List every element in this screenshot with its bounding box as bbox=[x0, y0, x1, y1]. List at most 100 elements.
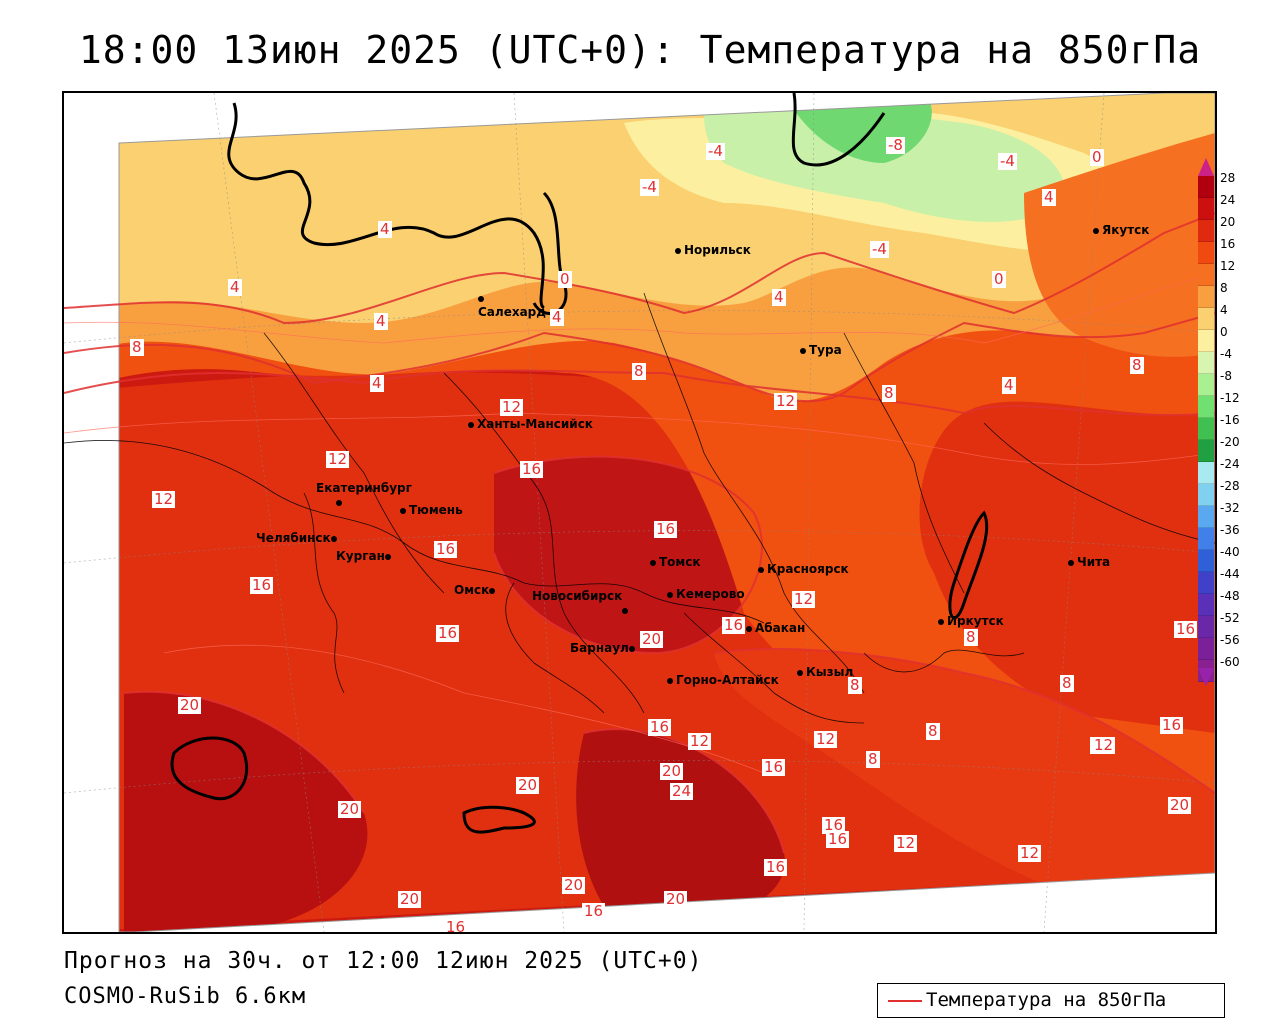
colorbar-segment bbox=[1198, 440, 1214, 462]
city-marker-icon bbox=[797, 669, 803, 676]
city-kyzyl: Кызыл bbox=[797, 665, 853, 679]
city-tomsk: Томск bbox=[650, 555, 701, 569]
colorbar-tick-label: 28 bbox=[1220, 171, 1236, 185]
colorbar-tick-label: -20 bbox=[1220, 435, 1240, 449]
city-label: Барнаул bbox=[570, 641, 629, 655]
city-ekaterinburg: Екатеринбург bbox=[316, 481, 412, 509]
city-label: Омск bbox=[454, 583, 490, 597]
colorbar-segment bbox=[1198, 374, 1214, 396]
contour-label: 8 bbox=[964, 628, 978, 646]
contour-label: 12 bbox=[1018, 844, 1042, 862]
contour-label: 20 bbox=[178, 696, 202, 714]
colorbar-segment bbox=[1198, 616, 1214, 638]
contour-label: 20 bbox=[516, 776, 540, 794]
city-norilsk: Норильск bbox=[675, 243, 751, 257]
contour-label: 8 bbox=[130, 338, 144, 356]
city-label: Кызыл bbox=[806, 665, 854, 679]
contour-label: 16 bbox=[826, 830, 850, 848]
legend: Температура на 850гПа bbox=[877, 983, 1225, 1018]
colorbar-tick-label: -28 bbox=[1220, 479, 1240, 493]
city-marker-icon bbox=[468, 421, 474, 428]
colorbar-tick-label: -12 bbox=[1220, 391, 1240, 405]
contour-label: 12 bbox=[774, 392, 798, 410]
city-marker-icon bbox=[938, 618, 944, 625]
contour-label: 4 bbox=[370, 374, 384, 392]
colorbar-tick-label: -56 bbox=[1220, 633, 1240, 647]
city-label: Челябинск bbox=[256, 531, 331, 545]
contour-label: 4 bbox=[228, 278, 242, 296]
contour-label: 4 bbox=[550, 308, 564, 326]
city-label: Новосибирск bbox=[532, 589, 623, 603]
colorbar-segment bbox=[1198, 462, 1214, 484]
contour-label: 12 bbox=[814, 730, 838, 748]
city-marker-icon bbox=[336, 499, 342, 506]
contour-label: 20 bbox=[562, 876, 586, 894]
colorbar-tick-label: 16 bbox=[1220, 237, 1236, 251]
city-omsk: Омск bbox=[454, 583, 498, 597]
city-marker-icon bbox=[667, 677, 673, 684]
colorbar-segment bbox=[1198, 286, 1214, 308]
colorbar-tick-label: -52 bbox=[1220, 611, 1240, 625]
colorbar-segment bbox=[1198, 220, 1214, 242]
contour-label: 16 bbox=[444, 918, 468, 934]
contour-label: 12 bbox=[152, 490, 176, 508]
city-label: Курган bbox=[336, 549, 385, 563]
city-label: Иркутск bbox=[947, 614, 1004, 628]
contour-label: 16 bbox=[822, 816, 846, 834]
contour-label: 16 bbox=[722, 616, 746, 634]
city-marker-icon bbox=[330, 535, 337, 542]
contour-label: 4 bbox=[1002, 376, 1016, 394]
legend-line-swatch bbox=[888, 1000, 922, 1002]
contour-label: 4 bbox=[374, 312, 388, 330]
city-krasnoyarsk: Красноярск bbox=[758, 562, 849, 576]
contour-label: 16 bbox=[582, 902, 606, 920]
city-kemerovo: Кемерово bbox=[667, 587, 745, 601]
city-label: Абакан bbox=[755, 621, 806, 635]
city-marker-icon bbox=[650, 559, 656, 566]
colorbar-segment bbox=[1198, 418, 1214, 440]
city-label: Горно-Алтайск bbox=[676, 673, 779, 687]
city-tura: Тура bbox=[800, 343, 842, 357]
contour-label: 0 bbox=[558, 270, 572, 288]
colorbar-segment bbox=[1198, 638, 1214, 660]
city-label: Ханты-Мансийск bbox=[477, 417, 593, 431]
contour-label: 16 bbox=[648, 718, 672, 736]
city-barnaul: Барнаул bbox=[570, 641, 638, 655]
city-marker-icon bbox=[675, 247, 681, 254]
contour-label: -8 bbox=[886, 136, 905, 154]
city-marker-icon bbox=[478, 295, 484, 302]
city-khanty-mansiysk: Ханты-Мансийск bbox=[468, 417, 593, 431]
colorbar-segment bbox=[1198, 550, 1214, 572]
contour-label: 16 bbox=[1160, 716, 1184, 734]
city-marker-icon bbox=[667, 591, 673, 598]
contour-label: 8 bbox=[1130, 356, 1144, 374]
colorbar-segment bbox=[1198, 484, 1214, 506]
colorbar-segment bbox=[1198, 572, 1214, 594]
contour-label: 12 bbox=[688, 732, 712, 750]
contour-label: -4 bbox=[998, 152, 1017, 170]
colorbar-segment bbox=[1198, 594, 1214, 616]
city-label: Тюмень bbox=[409, 503, 463, 517]
contour-label: 12 bbox=[326, 450, 350, 468]
colorbar-tick-label: -60 bbox=[1220, 655, 1240, 669]
city-label: Якутск bbox=[1102, 223, 1150, 237]
colorbar-segment bbox=[1198, 242, 1214, 264]
contour-label: 8 bbox=[866, 750, 880, 768]
contour-label: 4 bbox=[772, 288, 786, 306]
colorbar-ticks: 28 24 20 16 12 8 4 0 -4 -8 -12 -16 -20 -24 -28 -32 -36 -4… bbox=[1220, 172, 1240, 678]
colorbar-segment bbox=[1198, 528, 1214, 550]
colorbar-segment bbox=[1198, 308, 1214, 330]
contour-label: 20 bbox=[664, 890, 688, 908]
colorbar-segment bbox=[1198, 396, 1214, 418]
contour-label: 0 bbox=[992, 270, 1006, 288]
temperature-map: Норильск Якутск Салехард Тура Ханты-Манс… bbox=[62, 91, 1217, 934]
city-salekhard: Салехард bbox=[478, 291, 546, 319]
city-label: Чита bbox=[1077, 555, 1111, 569]
contour-label: 16 bbox=[764, 858, 788, 876]
colorbar-max-arrow-icon bbox=[1198, 158, 1214, 176]
city-yakutsk: Якутск bbox=[1093, 223, 1149, 237]
contour-label: 16 bbox=[762, 758, 786, 776]
colorbar-tick-label: -24 bbox=[1220, 457, 1240, 471]
colorbar-tick-label: -16 bbox=[1220, 413, 1240, 427]
contour-label: 12 bbox=[500, 398, 524, 416]
